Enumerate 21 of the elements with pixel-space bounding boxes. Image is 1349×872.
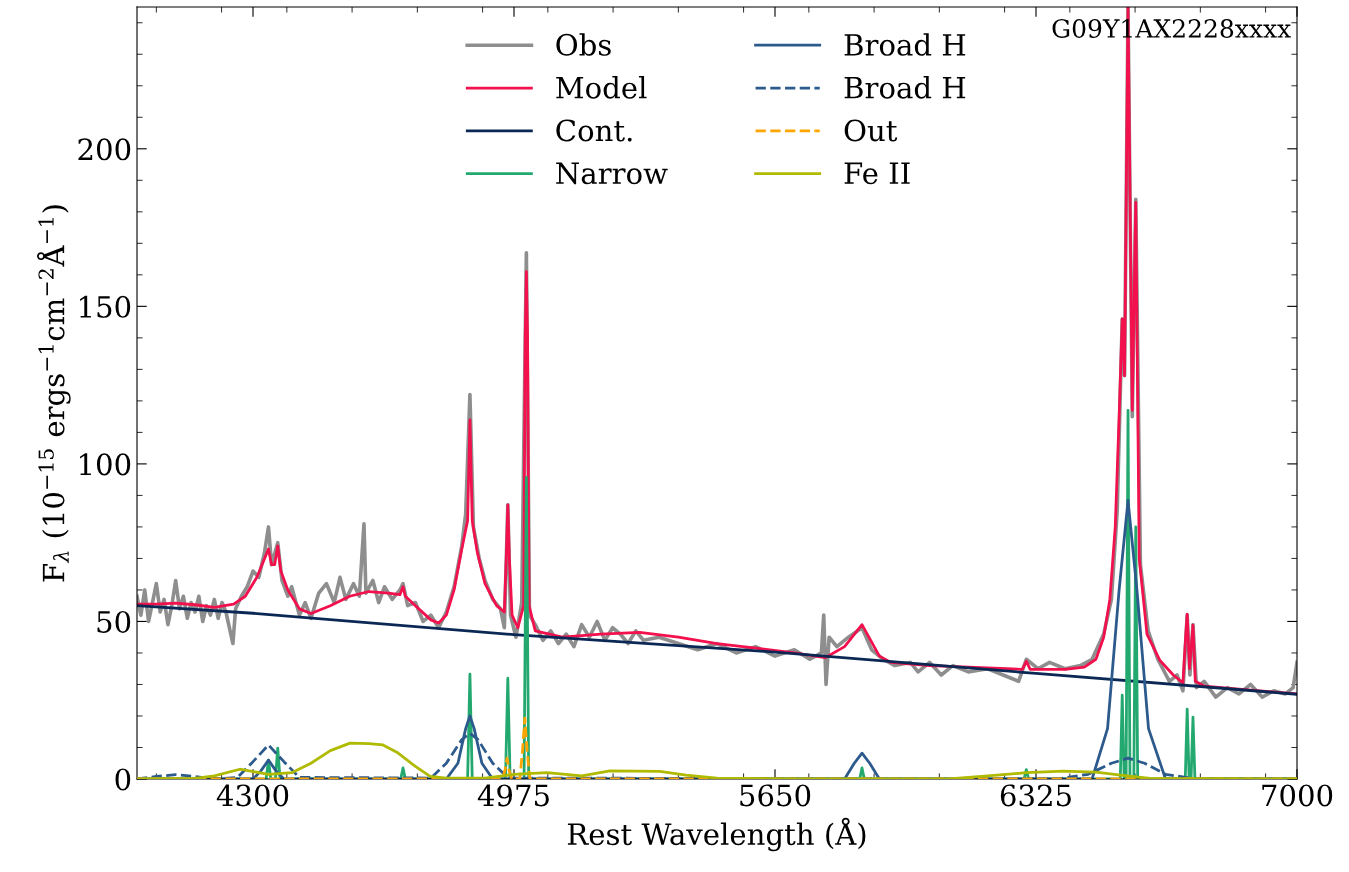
y-tick-label: 0 [115,768,131,791]
legend-label: Fe II [844,162,910,185]
legend-label: Out [844,119,898,142]
x-tick-label: 5650 [740,784,811,807]
legend-label: Obs [556,33,611,56]
legend-label: Narrow [556,162,668,185]
legend-label: Broad H [844,76,966,99]
x-tick-label: 4300 [216,784,289,807]
x-tick-label: 6325 [1000,784,1071,807]
x-tick-label: 7000 [1262,784,1333,807]
y-tick-label: 150 [80,295,131,318]
line-series [137,604,1297,696]
y-tick-label: 100 [80,453,131,476]
x-tick-label: 4975 [477,784,549,807]
text: F$_{λ}$ (10$^{−15}$ ergs$^{−1}$cm$^{−2}$Å$^{−1}$) [37,205,71,582]
legend-label: Broad H [844,33,966,56]
y-tick-label: 200 [78,138,131,161]
x-axis-title: Rest Wavelength (Å) [567,817,866,852]
legend-label: Cont. [556,119,632,142]
y-tick-label: 50 [97,610,131,633]
legend-label: Model [556,76,647,99]
